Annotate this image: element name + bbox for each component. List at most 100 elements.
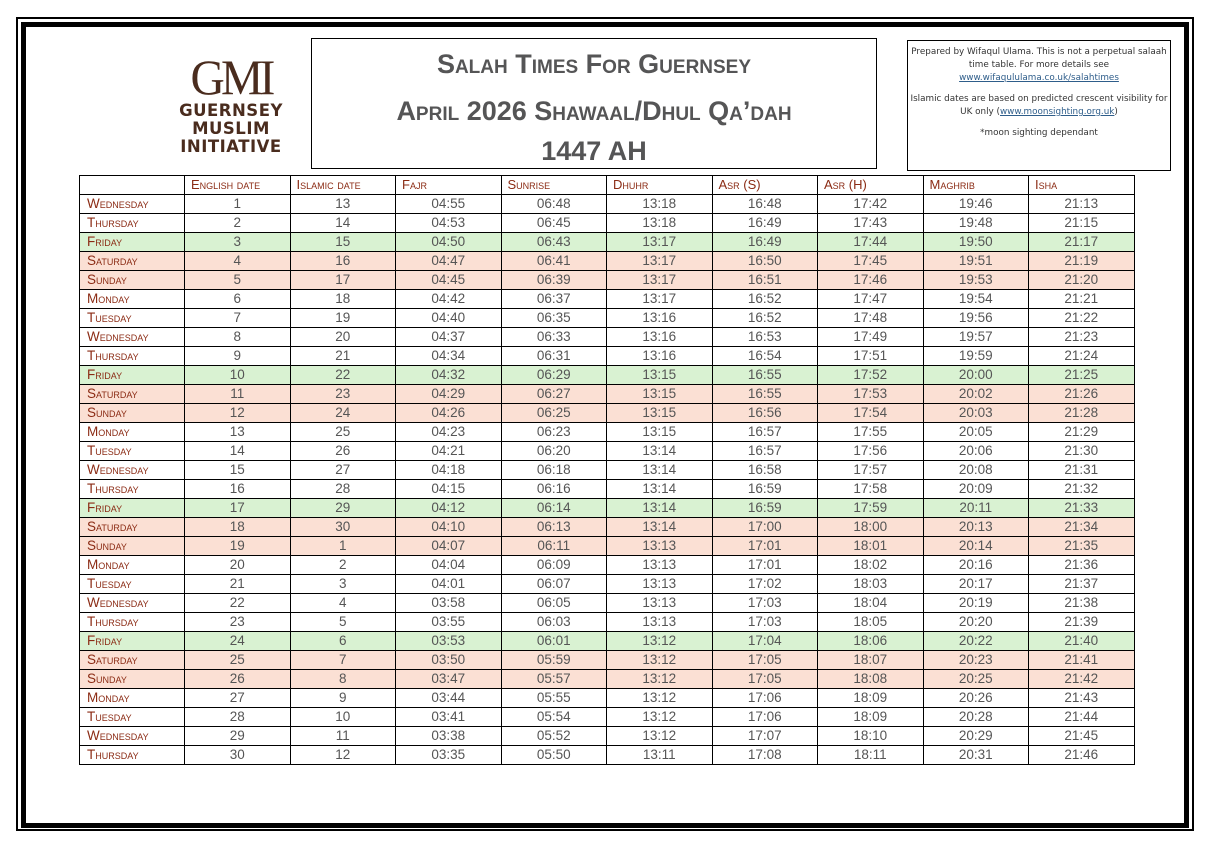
table-row: Monday 6 18 04:42 06:37 13:17 16:52 17:47 19:54 2…	[79, 289, 1135, 309]
english-date-cell: 16	[184, 479, 291, 499]
header-fajr: Fajr	[395, 175, 502, 195]
asr-s-cell: 17:03	[711, 593, 818, 613]
table-row: Tuesday 7 19 04:40 06:35 13:16 16:52 17:48 19:56…	[79, 308, 1135, 328]
header-english-date: English date	[184, 175, 291, 195]
dhuhr-cell: 13:16	[606, 346, 713, 366]
asr-s-cell: 17:06	[711, 688, 818, 708]
dhuhr-cell: 13:15	[606, 403, 713, 423]
islamic-date-cell: 11	[289, 726, 396, 746]
asr-s-cell: 16:57	[711, 441, 818, 461]
day-cell: Sunday	[79, 669, 185, 689]
table-body: Wednesday 1 13 04:55 06:48 13:18 16:48 17:42 19:…	[79, 194, 1135, 765]
day-cell: Thursday	[79, 745, 185, 765]
isha-cell: 21:33	[1028, 498, 1135, 518]
wifaqululama-link[interactable]: www.wifaqululama.co.uk/salahtimes	[959, 73, 1119, 83]
day-cell: Wednesday	[79, 460, 185, 480]
asr-h-cell: 18:09	[817, 688, 924, 708]
dhuhr-cell: 13:18	[606, 194, 713, 214]
asr-h-cell: 17:49	[817, 327, 924, 347]
moonsighting-link[interactable]: www.moonsighting.org.uk	[999, 107, 1115, 117]
table-row: Friday 17 29 04:12 06:14 13:14 16:59 17:59 20:11…	[79, 498, 1135, 518]
english-date-cell: 5	[184, 270, 291, 290]
asr-s-cell: 16:53	[711, 327, 818, 347]
asr-h-cell: 17:58	[817, 479, 924, 499]
english-date-cell: 2	[184, 213, 291, 233]
maghrib-cell: 20:31	[922, 745, 1029, 765]
english-date-cell: 10	[184, 365, 291, 385]
asr-h-cell: 17:52	[817, 365, 924, 385]
table-row: Wednesday 29 11 03:38 05:52 13:12 17:07 18:10 20…	[79, 726, 1135, 746]
islamic-date-cell: 20	[289, 327, 396, 347]
sunrise-cell: 06:27	[500, 384, 607, 404]
table-row: Tuesday 28 10 03:41 05:54 13:12 17:06 18:09 20:2…	[79, 707, 1135, 727]
fajr-cell: 04:15	[395, 479, 502, 499]
maghrib-cell: 20:14	[922, 536, 1029, 556]
sunrise-cell: 06:16	[500, 479, 607, 499]
asr-s-cell: 17:08	[711, 745, 818, 765]
asr-h-cell: 17:46	[817, 270, 924, 290]
asr-s-cell: 16:48	[711, 194, 818, 214]
dhuhr-cell: 13:13	[606, 574, 713, 594]
english-date-cell: 9	[184, 346, 291, 366]
sunrise-cell: 06:31	[500, 346, 607, 366]
maghrib-cell: 20:28	[922, 707, 1029, 727]
maghrib-cell: 20:25	[922, 669, 1029, 689]
maghrib-cell: 20:26	[922, 688, 1029, 708]
dhuhr-cell: 13:16	[606, 308, 713, 328]
sunrise-cell: 06:35	[500, 308, 607, 328]
islamic-date-cell: 22	[289, 365, 396, 385]
sunrise-cell: 06:07	[500, 574, 607, 594]
hijri-year: 1447 AH	[541, 136, 647, 166]
isha-cell: 21:20	[1028, 270, 1135, 290]
english-date-cell: 23	[184, 612, 291, 632]
asr-h-cell: 18:05	[817, 612, 924, 632]
maghrib-cell: 20:00	[922, 365, 1029, 385]
dhuhr-cell: 13:12	[606, 650, 713, 670]
english-date-cell: 11	[184, 384, 291, 404]
info-text-1: Prepared by Wifaqul Ulama. This is not a…	[911, 47, 1167, 70]
english-date-cell: 3	[184, 232, 291, 252]
islamic-date-cell: 15	[289, 232, 396, 252]
maghrib-cell: 20:29	[922, 726, 1029, 746]
english-date-cell: 12	[184, 403, 291, 423]
isha-cell: 21:22	[1028, 308, 1135, 328]
header-dhuhr: Dhuhr	[606, 175, 713, 195]
title-box: Salah Times For Guernsey April 2026 Shaw…	[311, 38, 877, 169]
day-cell: Thursday	[79, 612, 185, 632]
islamic-date-cell: 18	[289, 289, 396, 309]
day-cell: Friday	[79, 631, 185, 651]
maghrib-cell: 19:56	[922, 308, 1029, 328]
english-date-cell: 27	[184, 688, 291, 708]
english-date-cell: 24	[184, 631, 291, 651]
asr-s-cell: 17:05	[711, 669, 818, 689]
asr-s-cell: 16:52	[711, 308, 818, 328]
maghrib-cell: 19:54	[922, 289, 1029, 309]
maghrib-cell: 20:23	[922, 650, 1029, 670]
maghrib-cell: 20:09	[922, 479, 1029, 499]
table-row: Thursday 16 28 04:15 06:16 13:14 16:59 17:58 20:…	[79, 479, 1135, 499]
isha-cell: 21:39	[1028, 612, 1135, 632]
asr-s-cell: 16:54	[711, 346, 818, 366]
islamic-date-cell: 9	[289, 688, 396, 708]
asr-s-cell: 16:52	[711, 289, 818, 309]
table-row: Monday 27 9 03:44 05:55 13:12 17:06 18:09 20:26 2…	[79, 688, 1135, 708]
asr-h-cell: 18:06	[817, 631, 924, 651]
asr-h-cell: 18:11	[817, 745, 924, 765]
isha-cell: 21:17	[1028, 232, 1135, 252]
english-date-cell: 6	[184, 289, 291, 309]
maghrib-cell: 20:11	[922, 498, 1029, 518]
page-title: Salah Times For Guernsey	[436, 49, 752, 79]
islamic-date-cell: 3	[289, 574, 396, 594]
asr-s-cell: 17:07	[711, 726, 818, 746]
asr-s-cell: 17:03	[711, 612, 818, 632]
isha-cell: 21:41	[1028, 650, 1135, 670]
isha-cell: 21:29	[1028, 422, 1135, 442]
table-row: Monday 13 25 04:23 06:23 13:15 16:57 17:55 20:05…	[79, 422, 1135, 442]
table-row: Thursday 30 12 03:35 05:50 13:11 17:08 18:11 20:…	[79, 745, 1135, 765]
asr-h-cell: 17:48	[817, 308, 924, 328]
sunrise-cell: 06:33	[500, 327, 607, 347]
isha-cell: 21:13	[1028, 194, 1135, 214]
fajr-cell: 04:40	[395, 308, 502, 328]
dhuhr-cell: 13:12	[606, 726, 713, 746]
asr-h-cell: 17:42	[817, 194, 924, 214]
